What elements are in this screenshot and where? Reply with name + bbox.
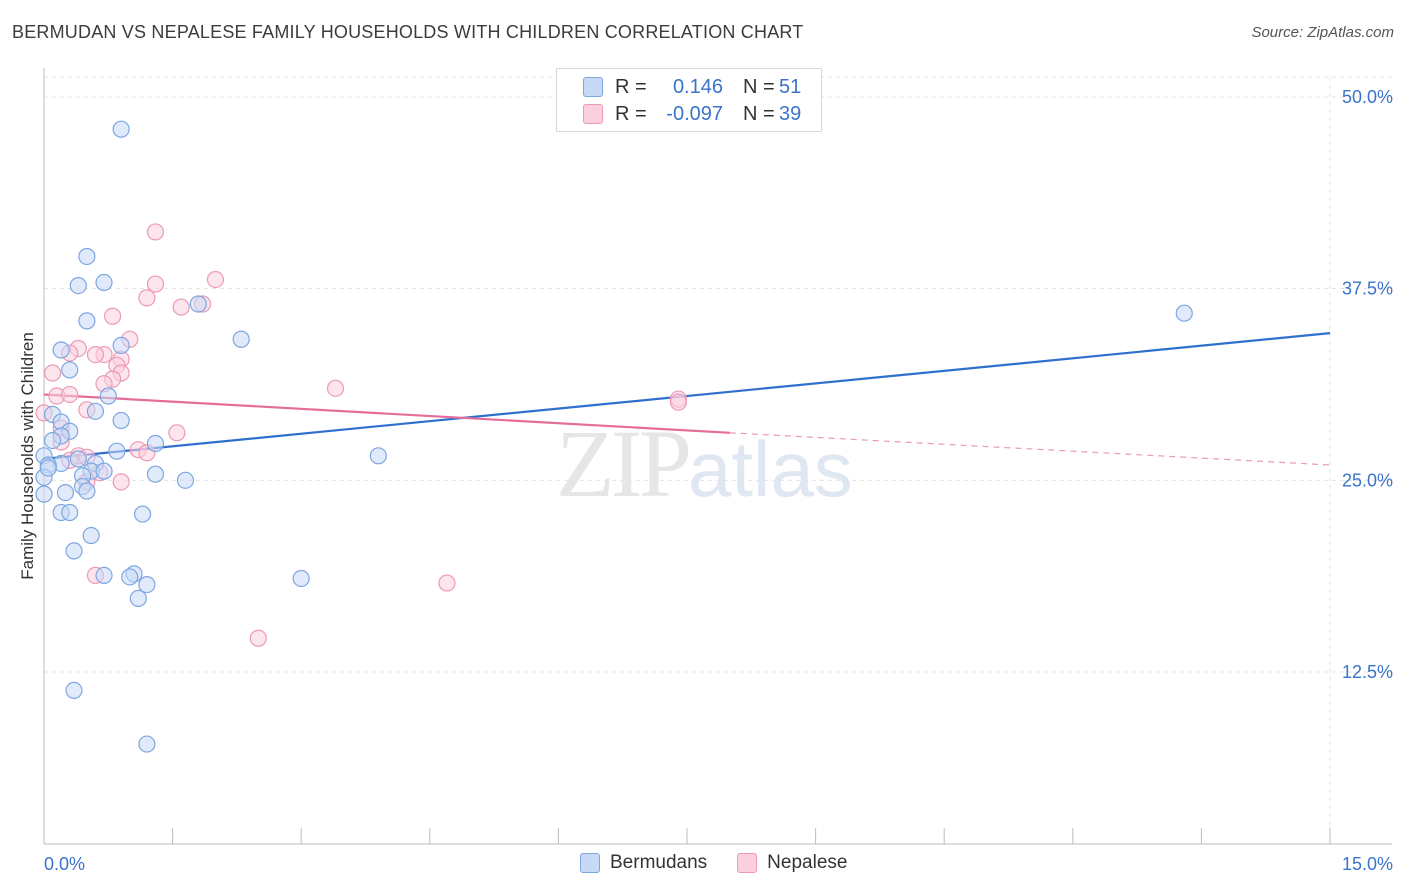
data-points	[35, 120, 1193, 753]
bermudans-point	[146, 465, 165, 483]
nepalese-point	[138, 289, 156, 307]
r-label: R =	[615, 75, 647, 98]
bermudans-point	[95, 566, 113, 585]
nepalese-point	[249, 629, 267, 647]
bermudans-point	[52, 341, 70, 359]
legend-row-bermudans: R = 0.146 N = 51	[583, 74, 801, 100]
chart-title: BERMUDAN VS NEPALESE FAMILY HOUSEHOLDS W…	[12, 22, 804, 42]
bermudans-point	[121, 568, 139, 586]
bermudans-point	[86, 402, 105, 420]
watermark-atlas: atlas	[688, 425, 853, 513]
bermudans-point	[138, 575, 156, 594]
bermudans-trend-line	[43, 332, 1331, 460]
nepalese-point	[168, 424, 186, 442]
nepalese-point	[326, 379, 345, 397]
bermudans-point	[108, 442, 126, 460]
bermudans-point	[99, 387, 117, 405]
nepalese-point	[146, 275, 165, 293]
bermudans-swatch-icon	[580, 853, 600, 873]
legend-label-nepalese: Nepalese	[767, 852, 848, 873]
bermudans-point	[35, 485, 53, 503]
nepalese-point	[438, 574, 456, 592]
n-label: N =	[743, 102, 775, 125]
bermudans-point	[189, 295, 207, 313]
bermudans-point	[56, 484, 75, 502]
n-label: N =	[743, 75, 775, 98]
nepalese-swatch-icon	[583, 104, 603, 124]
bermudans-point	[95, 273, 113, 292]
legend-item-nepalese[interactable]: Nepalese	[737, 852, 847, 874]
nepalese-point	[43, 364, 62, 382]
bermudans-point	[146, 434, 165, 453]
x-tick-label: 15.0%	[1342, 854, 1393, 874]
nepalese-point	[146, 223, 165, 241]
bermudans-point	[176, 471, 195, 489]
trend-lines	[43, 332, 1331, 466]
bermudans-point	[112, 411, 130, 430]
n-value: 51	[779, 75, 802, 98]
bermudans-point	[78, 247, 96, 266]
bermudans-point	[112, 120, 130, 138]
nepalese-point	[112, 473, 130, 491]
axes	[43, 68, 1392, 845]
r-value: 0.146	[672, 75, 723, 98]
nepalese-point	[61, 385, 79, 404]
bermudans-point	[95, 462, 113, 480]
bermudans-point	[69, 277, 87, 295]
y-tick-label: 50.0%	[1342, 87, 1393, 107]
nepalese-point	[103, 307, 122, 325]
r-value: -0.097	[666, 102, 723, 125]
bermudans-point	[112, 336, 130, 354]
r-label: R =	[615, 102, 647, 125]
bermudans-point	[292, 569, 310, 588]
bermudans-point	[61, 503, 79, 522]
legend-item-bermudans[interactable]: Bermudans	[580, 852, 707, 874]
nepalese-point	[669, 393, 688, 411]
correlation-legend: R = 0.146 N = 51 R = -0.097 N = 39	[556, 68, 822, 132]
legend-row-nepalese: R = -0.097 N = 39	[583, 101, 801, 127]
bermudans-point	[369, 447, 387, 465]
y-tick-label: 37.5%	[1342, 279, 1393, 299]
nepalese-swatch-icon	[737, 853, 758, 873]
nepalese-trend-line	[43, 393, 730, 434]
bermudans-point	[78, 312, 96, 330]
bermudans-point	[61, 361, 79, 379]
source-label: Source: ZipAtlas.com	[1251, 24, 1394, 41]
bermudans-point	[133, 505, 152, 523]
bermudans-point	[43, 431, 62, 450]
nepalese-point	[206, 270, 225, 289]
nepalese-point	[86, 346, 105, 364]
bermudans-point	[1175, 304, 1193, 322]
y-tick-label: 12.5%	[1342, 662, 1393, 682]
n-value: 39	[779, 102, 802, 125]
y-tick-label: 25.0%	[1342, 470, 1393, 490]
nepalese-trend-extension	[729, 432, 1331, 466]
series-legend: Bermudans Nepalese	[580, 852, 877, 874]
nepalese-point	[172, 298, 190, 316]
bermudans-point	[65, 681, 83, 700]
bermudans-point	[39, 459, 57, 477]
tick-labels: 12.5% 25.0% 37.5% 50.0% 0.0% 15.0%	[44, 87, 1393, 874]
bermudans-point	[69, 450, 87, 468]
bermudans-point	[129, 589, 147, 608]
x-tick-label: 0.0%	[44, 854, 85, 874]
y-axis-label: Family Households with Children	[18, 332, 37, 580]
bermudans-point	[138, 735, 156, 753]
bermudans-point	[82, 526, 100, 545]
grid-lines	[44, 76, 1392, 844]
bermudans-point	[232, 330, 250, 348]
bermudans-point	[78, 482, 96, 500]
legend-label-bermudans: Bermudans	[610, 852, 708, 873]
bermudans-point	[65, 542, 83, 560]
bermudans-swatch-icon	[583, 77, 603, 97]
